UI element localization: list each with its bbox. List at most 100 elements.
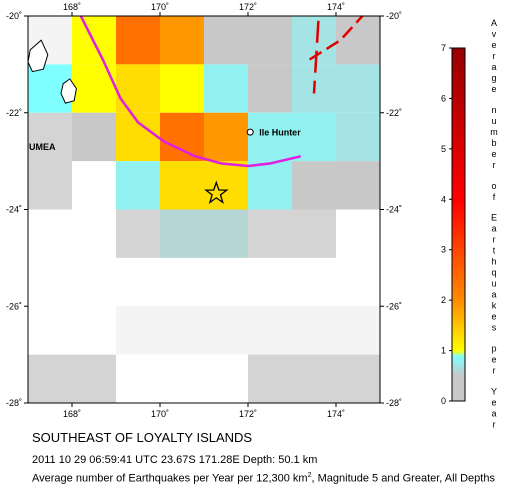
colorbar-segment [452, 290, 465, 294]
colorbar-segment [452, 358, 465, 362]
lon-tick-label: 168˚ [63, 2, 81, 12]
colorbar-segment [452, 211, 465, 215]
map-description-suffix: , Magnitude 5 and Greater, All Depths [311, 472, 495, 485]
map-overlays: Ile Hunter UMEA [27, 15, 364, 205]
colorbar-segment [452, 295, 465, 299]
colorbar-segment [452, 232, 465, 236]
colorbar-segment [452, 353, 465, 357]
lat-tick-label: -28˚ [386, 398, 402, 408]
epicenter-star-icon [204, 180, 229, 205]
colorbar-segment [452, 310, 465, 314]
lat-tick-label: -20˚ [6, 11, 22, 21]
colorbar-segment [452, 269, 465, 273]
colorbar-segment [452, 138, 465, 142]
colorbar-segment [452, 348, 465, 352]
grid-cell [204, 209, 248, 258]
lat-tick-label: -26˚ [386, 301, 402, 311]
grid-cell [160, 16, 204, 65]
colorbar-segment [452, 158, 465, 162]
grid-cell [292, 354, 336, 403]
grid-cell [336, 306, 380, 355]
colorbar-segment [452, 113, 465, 117]
colorbar-segment [452, 136, 465, 140]
colorbar-segment [452, 171, 465, 175]
colorbar-segment [452, 169, 465, 173]
seismicity-grid [28, 16, 380, 403]
colorbar-segment [452, 302, 465, 306]
colorbar-segment [452, 163, 465, 168]
colorbar-segment [452, 100, 465, 104]
colorbar-segment [452, 355, 465, 359]
grid-cell [336, 112, 380, 162]
colorbar-segment [452, 277, 465, 281]
colorbar-segment [452, 108, 465, 112]
colorbar-segment [452, 390, 465, 394]
grid-cell [28, 161, 72, 210]
colorbar-segment [452, 322, 465, 326]
colorbar-segment [452, 383, 465, 387]
colorbar-segment [452, 360, 465, 364]
colorbar-segment [452, 204, 465, 208]
lat-tick-label: -22˚ [6, 108, 22, 118]
lon-tick-label: 170˚ [151, 2, 169, 12]
colorbar-tick-label: 6 [441, 93, 446, 103]
colorbar-segment [452, 332, 465, 336]
grid-cell [116, 161, 160, 210]
colorbar-segment [452, 148, 465, 152]
colorbar-segment [452, 272, 465, 276]
colorbar-segment [452, 395, 465, 399]
trench-line [79, 15, 302, 168]
grid-cell [248, 64, 292, 113]
colorbar-segment [452, 239, 465, 243]
place-label: Ile Hunter [259, 128, 301, 138]
colorbar-segment [452, 116, 465, 120]
colorbar-segment [452, 63, 465, 67]
colorbar-segment [452, 350, 465, 354]
colorbar-segment [452, 373, 465, 377]
colorbar-segment [452, 259, 465, 263]
grid-cell [28, 112, 72, 162]
grid-cell [160, 306, 204, 355]
lat-tick-label: -20˚ [386, 11, 402, 21]
lat-tick-label: -28˚ [6, 398, 22, 408]
colorbar-segment [452, 305, 465, 309]
colorbar-segment [452, 244, 465, 248]
colorbar-segment [452, 209, 465, 213]
colorbar-segment [452, 398, 465, 402]
lat-tick-label: -26˚ [6, 301, 22, 311]
colorbar-segment [452, 249, 465, 253]
colorbar-segment [452, 327, 465, 331]
colorbar-segment [452, 317, 465, 321]
lat-tick-label: -22˚ [386, 108, 402, 118]
colorbar-segment [452, 307, 465, 311]
grid-cell [160, 64, 204, 113]
grid-cell [116, 16, 160, 65]
grid-cell [336, 354, 380, 403]
colorbar-segment [452, 340, 465, 344]
colorbar-segment [452, 166, 465, 170]
grid-cell [248, 209, 292, 258]
colorbar-segment [452, 201, 465, 205]
colorbar-segment [452, 153, 465, 157]
grid-cell [204, 64, 248, 113]
colorbar-segment [452, 85, 465, 89]
grid-cell [204, 16, 248, 65]
colorbar-segment [452, 194, 465, 198]
colorbar-segment [452, 184, 465, 188]
grid-cell [248, 354, 292, 403]
colorbar-tick-label: 2 [441, 295, 446, 305]
colorbar-segment [452, 257, 465, 261]
colorbar-segment [452, 90, 465, 94]
colorbar-segment [452, 292, 465, 296]
map-description-superscript: 2 [307, 472, 312, 479]
colorbar-segment [452, 242, 465, 246]
axis-ticks: 168˚ 168˚ 170˚ 170˚ 172˚ 172˚ 174˚ 174˚ -20˚ -20˚… [6, 2, 402, 419]
island-outline [60, 78, 77, 104]
colorbar-segment [452, 279, 465, 283]
colorbar-segment [452, 262, 465, 266]
colorbar-segment [452, 196, 465, 200]
